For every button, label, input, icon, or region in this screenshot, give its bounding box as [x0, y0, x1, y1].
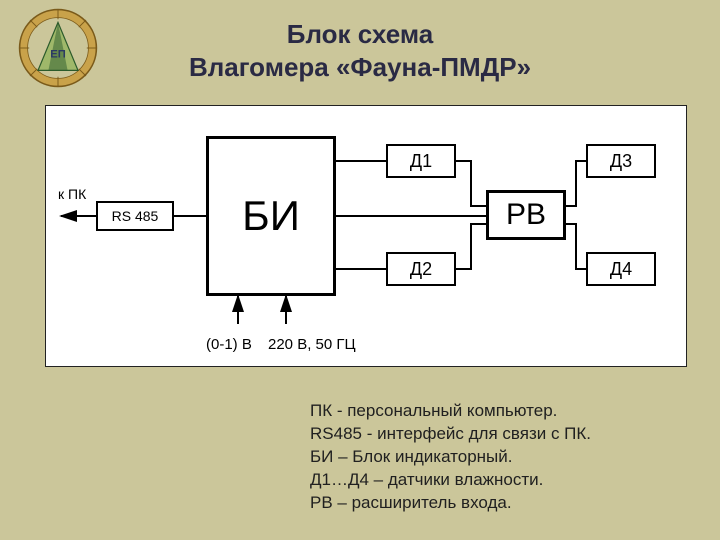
legend-line: БИ – Блок индикаторный.	[310, 446, 591, 469]
label-in220: 220 В, 50 ГЦ	[268, 336, 356, 353]
title-line-1: Блок схема	[287, 19, 433, 49]
block-bi: БИ	[206, 136, 336, 296]
legend: ПК - персональный компьютер.RS485 - инте…	[310, 400, 591, 515]
page-title: Блок схема Влагомера «Фауна-ПМДР»	[0, 18, 720, 83]
legend-line: RS485 - интерфейс для связи с ПК.	[310, 423, 591, 446]
legend-line: ПК - персональный компьютер.	[310, 400, 591, 423]
legend-line: Д1…Д4 – датчики влажности.	[310, 469, 591, 492]
block-rs485: RS 485	[96, 201, 174, 231]
block-d1: Д1	[386, 144, 456, 178]
block-rv: РВ	[486, 190, 566, 240]
block-diagram: RS 485 БИ Д1 Д2 Д3 Д4 РВ к ПК (0-1) В 220 В, 50 Г…	[45, 105, 687, 367]
title-line-2: Влагомера «Фауна-ПМДР»	[189, 52, 531, 82]
label-kpk: к ПК	[58, 186, 86, 202]
legend-line: РВ – расширитель входа.	[310, 492, 591, 515]
block-d3: Д3	[586, 144, 656, 178]
block-d4: Д4	[586, 252, 656, 286]
block-d2: Д2	[386, 252, 456, 286]
label-out01: (0-1) В	[206, 336, 252, 353]
